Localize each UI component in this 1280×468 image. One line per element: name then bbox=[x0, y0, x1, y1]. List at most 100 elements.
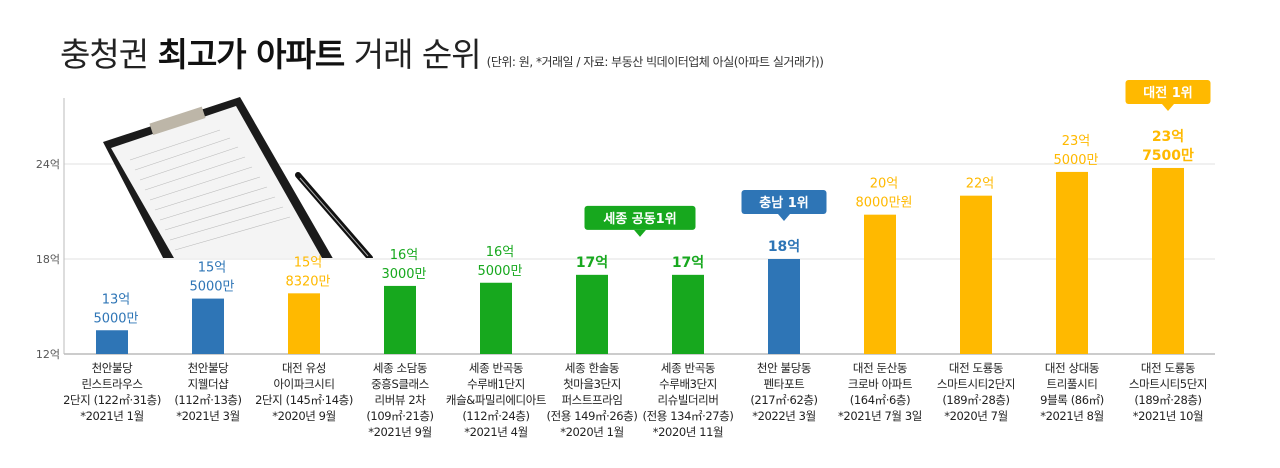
category-label: 아이파크시티 bbox=[273, 377, 334, 391]
bar bbox=[960, 195, 992, 354]
bar bbox=[480, 282, 512, 354]
data-label: 17억 bbox=[672, 255, 704, 271]
callout-text: 충남 1위 bbox=[759, 195, 808, 211]
callout-pointer bbox=[778, 214, 790, 221]
category-label: 퍼스트프라임 bbox=[561, 393, 622, 407]
category-label: *2021년 3월 bbox=[176, 409, 240, 423]
callout-text: 세종 공동1위 bbox=[603, 212, 676, 227]
callout-badge: 세종 공동1위 bbox=[584, 205, 696, 237]
title-part1: 충청권 bbox=[60, 35, 158, 74]
category-label: (전용 149㎡·26층) bbox=[547, 409, 638, 423]
category-label: 첫마을3단지 bbox=[563, 377, 621, 391]
bar bbox=[1152, 167, 1184, 354]
category-label: (109㎡·21층) bbox=[366, 409, 433, 423]
category-label: 천안불당 bbox=[188, 361, 230, 375]
callout-text: 대전 1위 bbox=[1143, 85, 1192, 101]
category-label: *2021년 8월 bbox=[1040, 409, 1104, 423]
category-label: (112㎡·24층) bbox=[462, 409, 529, 423]
category-label: 2단지 (122㎡·31층) bbox=[63, 393, 161, 407]
callout-box bbox=[1125, 79, 1211, 104]
title-part2: 거래 순위 bbox=[344, 35, 482, 74]
bar bbox=[576, 274, 608, 354]
bar bbox=[384, 285, 416, 354]
data-label: 5000만 bbox=[477, 264, 522, 279]
data-label: 13억 bbox=[102, 292, 131, 307]
callout-pointer bbox=[634, 229, 646, 237]
category-label: 천안불당 bbox=[92, 361, 134, 375]
category-label: 수루배1단지 bbox=[467, 377, 525, 391]
data-label: 8000만원 bbox=[855, 196, 912, 211]
category-label: 대전 도룡동 bbox=[949, 361, 1003, 375]
data-label: 7500만 bbox=[1142, 148, 1194, 164]
callout-pointer bbox=[1162, 103, 1174, 111]
category-label: (189㎡·28층) bbox=[1134, 393, 1201, 407]
category-label: *2020년 11월 bbox=[653, 425, 723, 439]
category-label: *2021년 9월 bbox=[368, 425, 432, 439]
category-label: *2022년 3월 bbox=[752, 409, 816, 423]
category-label: 세종 반곡동 bbox=[469, 361, 523, 375]
category-label: 대전 상대동 bbox=[1045, 361, 1099, 375]
data-label: 16억 bbox=[486, 245, 515, 260]
data-label: 22억 bbox=[966, 177, 995, 192]
category-label: 세종 반곡동 bbox=[661, 361, 715, 375]
callout-badge: 대전 1위 bbox=[1125, 79, 1211, 111]
clipboard-illustration bbox=[103, 97, 373, 258]
category-label: 리슈빌더리버 bbox=[657, 393, 718, 407]
category-label: 대전 유성 bbox=[282, 361, 326, 375]
category-label: 9블록 (86㎡) bbox=[1040, 393, 1104, 407]
category-label: 스마트시티2단지 bbox=[937, 377, 1015, 391]
category-label: *2020년 1월 bbox=[560, 425, 624, 439]
category-label: *2020년 7월 bbox=[944, 409, 1008, 423]
category-label: 트리풀시티 bbox=[1047, 377, 1098, 391]
data-label: 23억 bbox=[1152, 129, 1184, 145]
category-label: 크로바 아파트 bbox=[848, 377, 912, 391]
category-label: 지웰더샵 bbox=[188, 377, 230, 391]
category-label: (전용 134㎡·27층) bbox=[643, 409, 734, 423]
callout-badge: 충남 1위 bbox=[741, 190, 827, 221]
category-label: *2020년 9월 bbox=[272, 409, 336, 423]
bar bbox=[864, 214, 896, 354]
data-label: 5000만 bbox=[93, 311, 138, 326]
category-label: (217㎡·62층) bbox=[750, 393, 817, 407]
bar bbox=[288, 293, 320, 354]
y-tick-label: 12억 bbox=[36, 348, 60, 361]
category-label: 수루배3단지 bbox=[659, 377, 717, 391]
data-label: 15억 bbox=[294, 255, 323, 270]
category-label: 린스트라우스 bbox=[81, 377, 142, 391]
category-label: 2단지 (145㎡·14층) bbox=[255, 393, 353, 407]
data-label: 8320만 bbox=[285, 274, 330, 289]
bar bbox=[96, 330, 128, 354]
y-tick-label: 24억 bbox=[36, 158, 60, 171]
category-label: 스마트시티5단지 bbox=[1129, 377, 1207, 391]
category-label: 중흥S클래스 bbox=[371, 377, 429, 391]
data-label: 15억 bbox=[198, 261, 227, 276]
category-label: *2021년 7월 3일 bbox=[838, 409, 922, 423]
callout-box bbox=[741, 190, 827, 214]
chart-title: 충청권 최고가 아파트 거래 순위 (단위: 원, *거래일 / 자료: 부동산 … bbox=[60, 28, 824, 76]
category-label: (112㎡·13층) bbox=[174, 393, 241, 407]
chart-subtitle: (단위: 원, *거래일 / 자료: 부동산 빅데이터업체 아실(아파트 실거래… bbox=[486, 55, 824, 69]
title-bold: 최고가 아파트 bbox=[157, 35, 346, 74]
category-label: *2021년 4월 bbox=[464, 425, 528, 439]
data-label: 5000만 bbox=[189, 280, 234, 295]
category-label: 대전 둔산동 bbox=[853, 361, 907, 375]
y-tick-label: 18억 bbox=[36, 253, 60, 266]
category-label: (164㎡·6층) bbox=[850, 393, 910, 407]
category-label: 리버뷰 2차 bbox=[375, 393, 427, 407]
category-label: 펜타포트 bbox=[764, 377, 805, 391]
category-label: 캐슬&파밀리에디아트 bbox=[446, 393, 546, 407]
bar bbox=[768, 259, 800, 354]
data-label: 3000만 bbox=[381, 267, 426, 282]
category-label: 대전 도룡동 bbox=[1141, 361, 1195, 375]
data-label: 5000만 bbox=[1053, 153, 1098, 168]
data-label: 23억 bbox=[1062, 134, 1091, 149]
data-label: 20억 bbox=[870, 177, 899, 192]
category-label: *2021년 10월 bbox=[1133, 409, 1203, 423]
category-label: 천안 불당동 bbox=[757, 361, 811, 375]
category-label: 세종 한솔동 bbox=[565, 361, 619, 375]
data-label: 18억 bbox=[768, 239, 800, 255]
category-label: (189㎡·28층) bbox=[942, 393, 1009, 407]
category-label: 세종 소담동 bbox=[373, 361, 427, 375]
data-label: 16억 bbox=[390, 248, 419, 263]
